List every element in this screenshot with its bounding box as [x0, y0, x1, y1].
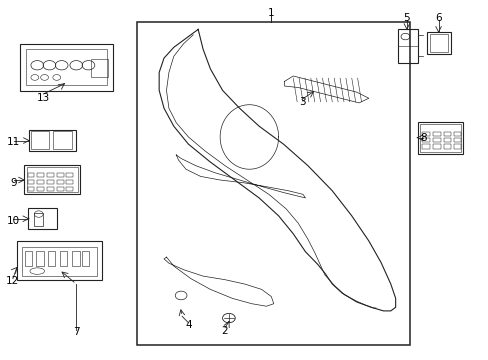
- Text: 5: 5: [403, 13, 409, 23]
- Bar: [26, 167, 78, 192]
- Bar: [47, 251, 55, 266]
- Bar: [81, 251, 89, 266]
- Bar: [47, 187, 54, 191]
- Text: 12: 12: [6, 276, 20, 286]
- Bar: [17, 241, 102, 280]
- Bar: [397, 30, 417, 63]
- Bar: [27, 187, 34, 191]
- Bar: [432, 144, 440, 149]
- Text: 1: 1: [267, 8, 274, 18]
- Bar: [37, 173, 44, 177]
- Bar: [47, 173, 54, 177]
- Bar: [21, 247, 97, 276]
- Text: 4: 4: [185, 320, 191, 330]
- Text: 3: 3: [298, 97, 305, 107]
- Bar: [427, 32, 450, 54]
- Bar: [443, 144, 450, 149]
- Bar: [453, 132, 460, 136]
- Bar: [31, 131, 49, 149]
- Bar: [20, 44, 113, 91]
- Bar: [137, 22, 409, 345]
- Bar: [66, 173, 73, 177]
- Bar: [53, 131, 72, 149]
- Bar: [66, 180, 73, 184]
- Bar: [28, 208, 57, 229]
- Bar: [453, 138, 460, 142]
- Bar: [453, 144, 460, 149]
- Bar: [29, 130, 76, 150]
- Text: 6: 6: [434, 13, 441, 23]
- Bar: [443, 138, 450, 142]
- Bar: [60, 251, 67, 266]
- Bar: [417, 122, 462, 154]
- Bar: [24, 251, 32, 266]
- Text: 9: 9: [11, 177, 17, 188]
- Bar: [422, 138, 429, 142]
- Text: 2: 2: [221, 325, 228, 336]
- Bar: [72, 251, 80, 266]
- Bar: [57, 180, 63, 184]
- Bar: [24, 165, 80, 194]
- Bar: [443, 132, 450, 136]
- Bar: [36, 251, 44, 266]
- Bar: [66, 187, 73, 191]
- Text: 13: 13: [37, 93, 50, 103]
- Bar: [47, 180, 54, 184]
- Bar: [57, 173, 63, 177]
- Bar: [57, 187, 63, 191]
- Text: 7: 7: [73, 327, 80, 337]
- Bar: [37, 180, 44, 184]
- Text: 11: 11: [7, 137, 20, 147]
- Bar: [432, 132, 440, 136]
- Bar: [37, 187, 44, 191]
- Bar: [429, 35, 447, 51]
- Bar: [26, 49, 106, 85]
- Bar: [419, 124, 460, 152]
- Text: 10: 10: [6, 216, 20, 226]
- Bar: [422, 132, 429, 136]
- Bar: [422, 144, 429, 149]
- Bar: [432, 138, 440, 142]
- Bar: [34, 213, 43, 226]
- Bar: [27, 173, 34, 177]
- Bar: [91, 59, 108, 77]
- Text: 8: 8: [419, 133, 426, 143]
- Bar: [27, 180, 34, 184]
